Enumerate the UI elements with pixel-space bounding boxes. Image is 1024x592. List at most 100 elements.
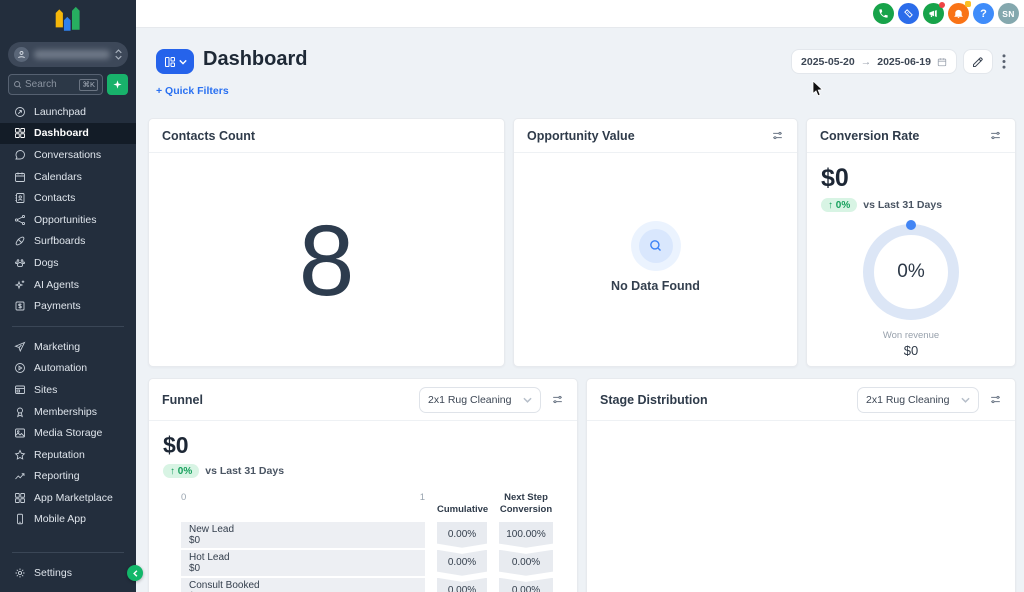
funnel-pipeline-select[interactable]: 2x1 Rug Cleaning	[419, 386, 541, 413]
delta-row: ↑ 0% vs Last 31 Days	[163, 464, 563, 478]
help-button[interactable]: ?	[973, 3, 994, 24]
funnel-row-stage: Hot Lead $0	[181, 549, 425, 576]
gear-icon	[15, 568, 25, 578]
chevron-down-icon	[961, 397, 970, 403]
phone-button[interactable]	[873, 3, 894, 24]
search-icon	[14, 81, 22, 89]
notification-badge	[965, 1, 971, 7]
sidebar-item-app-marketplace[interactable]: App Marketplace	[0, 487, 136, 509]
sidebar-item-calendars[interactable]: Calendars	[0, 166, 136, 188]
mouse-cursor	[812, 80, 824, 102]
payments-icon	[15, 301, 25, 311]
sidebar-item-conversations[interactable]: Conversations	[0, 144, 136, 166]
conversion-kpi: $0 ↑ 0% vs Last 31 Days 0% Won revenue $…	[807, 153, 1015, 358]
card-stage-distribution: Stage Distribution 2x1 Rug Cleaning	[586, 378, 1016, 592]
sidebar-item-settings[interactable]: Settings	[0, 562, 136, 584]
card-header: Funnel 2x1 Rug Cleaning	[149, 379, 577, 421]
sites-icon	[15, 385, 25, 394]
dashboard-picker-button[interactable]	[156, 49, 194, 74]
sidebar-item-marketing[interactable]: Marketing	[0, 336, 136, 358]
sidebar-nav-primary: Launchpad Dashboard Conversations Calend…	[0, 101, 136, 317]
ticket-button[interactable]	[898, 3, 919, 24]
stage-distribution-body	[587, 421, 1015, 592]
phone-icon	[879, 9, 888, 18]
card-opportunity-value: Opportunity Value No Data Found	[513, 118, 798, 367]
card-header: Conversion Rate	[807, 119, 1015, 153]
stage-pipeline-select[interactable]: 2x1 Rug Cleaning	[857, 386, 979, 413]
edit-dashboard-button[interactable]	[963, 49, 993, 74]
widget-filter-button[interactable]	[989, 393, 1002, 406]
funnel-kpi: $0 ↑ 0% vs Last 31 Days	[149, 421, 577, 478]
delta-label: vs Last 31 Days	[205, 465, 285, 477]
delta-label: vs Last 31 Days	[863, 199, 943, 211]
date-range-picker[interactable]: 2025-05-20 → 2025-06-19	[791, 49, 957, 74]
date-arrow: →	[860, 55, 872, 68]
sidebar-item-media-storage[interactable]: Media Storage	[0, 422, 136, 444]
sidebar-item-mobile-app[interactable]: Mobile App	[0, 509, 136, 531]
sidebar-item-payments[interactable]: Payments	[0, 295, 136, 317]
launchpad-icon	[15, 106, 25, 117]
search-shortcut: ⌘K	[79, 78, 98, 91]
conversion-donut-chart: 0%	[863, 220, 959, 320]
sidebar-item-opportunities[interactable]: Opportunities	[0, 209, 136, 231]
pencil-icon	[973, 56, 983, 67]
no-data-body: No Data Found	[514, 153, 797, 366]
dashboard-content: Dashboard + Quick Filters 2025-05-20 → 2…	[136, 28, 1024, 592]
delta-badge: ↑ 0%	[821, 198, 858, 212]
notifications-button[interactable]	[948, 1, 971, 24]
card-title: Stage Distribution	[600, 392, 708, 407]
sidebar-item-surfboards[interactable]: Surfboards	[0, 231, 136, 253]
account-switcher[interactable]	[8, 42, 128, 67]
widget-filter-button[interactable]	[771, 129, 784, 142]
trend-chart-icon	[15, 473, 25, 480]
widget-filter-button[interactable]	[989, 129, 1002, 142]
sidebar-collapse-button[interactable]	[127, 565, 143, 581]
won-revenue-label: Won revenue	[882, 330, 940, 341]
account-name-masked	[34, 50, 110, 59]
sidebar-divider-bottom	[12, 552, 124, 554]
sidebar-item-ai-agents[interactable]: AI Agents	[0, 274, 136, 296]
cursor-arrow-icon	[812, 80, 824, 97]
sidebar-item-memberships[interactable]: Memberships	[0, 401, 136, 423]
sidebar-item-reporting[interactable]: Reporting	[0, 466, 136, 488]
magnifier-icon	[650, 240, 661, 251]
mobile-phone-icon	[17, 514, 23, 525]
main-area: ? SN Dashboard + Quick Filters 2025-05-2…	[136, 0, 1024, 592]
sidebar-item-dogs[interactable]: Dogs	[0, 252, 136, 274]
sidebar-item-launchpad[interactable]: Launchpad	[0, 101, 136, 123]
widget-filter-button[interactable]	[551, 393, 564, 406]
card-title: Opportunity Value	[527, 128, 635, 143]
user-avatar[interactable]: SN	[998, 3, 1019, 24]
funnel-cell-next-step: 0.00%	[499, 577, 553, 592]
sidebar-item-contacts[interactable]: Contacts	[0, 187, 136, 209]
card-contacts-count: Contacts Count 8	[148, 118, 505, 367]
donut-marker-dot	[906, 220, 916, 230]
ai-assistant-button[interactable]	[107, 74, 128, 95]
more-options-button[interactable]	[997, 51, 1011, 72]
medal-icon	[17, 407, 23, 417]
sidebar-item-sites[interactable]: Sites	[0, 379, 136, 401]
funnel-row-stage: Consult Booked $0	[181, 577, 425, 592]
search-input[interactable]: Search ⌘K	[8, 74, 103, 95]
topbar: ? SN	[136, 0, 1024, 28]
surfboard-icon	[15, 237, 25, 246]
sidebar-item-reputation[interactable]: Reputation	[0, 444, 136, 466]
card-header: Stage Distribution 2x1 Rug Cleaning	[587, 379, 1015, 421]
filters-icon	[991, 131, 1000, 140]
page-title: Dashboard	[203, 48, 308, 70]
sidebar-item-dashboard[interactable]: Dashboard	[0, 122, 136, 145]
quick-filters-link[interactable]: + Quick Filters	[156, 85, 229, 97]
dashboard-icon	[15, 128, 25, 139]
announcements-button[interactable]	[923, 2, 945, 24]
funnel-cell-cumulative: 0.00%	[437, 577, 487, 592]
chevron-updown-icon	[115, 49, 122, 60]
chat-bubble-icon	[15, 150, 25, 160]
card-title: Funnel	[162, 392, 203, 407]
star-icon	[14, 449, 26, 460]
no-data-circle	[638, 228, 673, 263]
sidebar-item-automation[interactable]: Automation	[0, 358, 136, 380]
axis-min: 0	[181, 492, 187, 503]
donut-center-value: 0%	[897, 261, 925, 282]
column-header-next-step: Next Step Conversion	[499, 492, 553, 515]
funnel-cell-next-step: 100.00%	[499, 521, 553, 548]
